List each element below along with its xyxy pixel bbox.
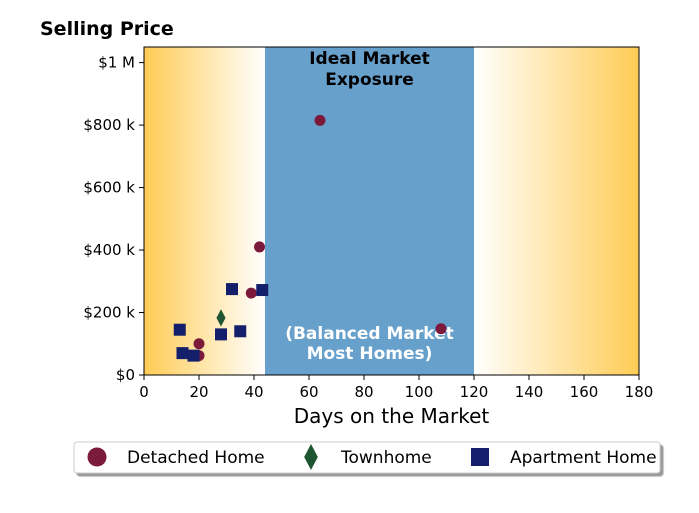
y-tick-label: $600 k (83, 179, 135, 197)
x-tick-label: 140 (515, 383, 544, 401)
band-subtitle-line-2: Most Homes) (307, 344, 433, 364)
legend-label-apartment-home: Apartment Home (510, 448, 657, 468)
legend-marker-detached-home (87, 447, 107, 467)
townhome-point (216, 309, 226, 327)
apartment-home-point (176, 347, 189, 360)
x-tick-label: 80 (354, 383, 373, 401)
y-tick-label: $800 k (83, 116, 135, 134)
plot-area: Ideal Market Exposure (Balanced Market M… (143, 46, 640, 376)
x-axis: 0 20 40 60 80 100 120 140 160 180 (139, 375, 653, 401)
legend-label-townhome: Townhome (340, 448, 432, 468)
ideal-exposure-band (265, 47, 474, 375)
apartment-home-point (215, 328, 227, 341)
legend-box (73, 441, 661, 474)
chart-title: Selling Price (40, 18, 174, 40)
background-gradient-right (474, 47, 639, 375)
y-tick-label: $400 k (83, 241, 135, 259)
x-tick-label: 160 (570, 383, 599, 401)
legend-marker-townhome (304, 444, 318, 470)
apartment-home-point (187, 349, 200, 362)
band-subtitle-line-1: (Balanced Market (285, 324, 454, 344)
x-tick-label: 40 (244, 383, 263, 401)
legend: Detached Home Townhome Apartment Home (73, 441, 661, 474)
x-tick-label: 100 (405, 383, 434, 401)
y-tick-label: $200 k (83, 304, 135, 322)
apartment-home-point (173, 323, 186, 336)
x-tick-label: 60 (299, 383, 318, 401)
x-tick-label: 20 (189, 383, 208, 401)
detached-home-point (314, 114, 326, 126)
data-points (173, 114, 447, 362)
background-gradient-left (144, 47, 265, 375)
y-axis: $0 $200 k $400 k $600 k $800 k $1 M (83, 54, 144, 384)
plot-frame (143, 46, 640, 376)
band-title-line-1: Ideal Market (309, 49, 430, 69)
legend-marker-apartment-home (471, 448, 489, 466)
band-title-line-2: Exposure (325, 70, 414, 90)
detached-home-point (254, 241, 265, 253)
detached-home-point (435, 323, 447, 335)
x-tick-label: 180 (625, 383, 654, 401)
apartment-home-point (226, 283, 238, 296)
y-tick-label: $0 (116, 366, 135, 384)
legend-label-detached-home: Detached Home (127, 448, 265, 468)
x-tick-label: 0 (139, 383, 149, 401)
detached-home-point (193, 338, 205, 350)
y-tick-label: $1 M (98, 54, 135, 72)
x-tick-label: 120 (460, 383, 489, 401)
apartment-home-point (234, 325, 247, 338)
apartment-home-point (256, 284, 269, 297)
detached-home-point (245, 287, 257, 299)
x-axis-title: Days on the Market (294, 404, 490, 428)
